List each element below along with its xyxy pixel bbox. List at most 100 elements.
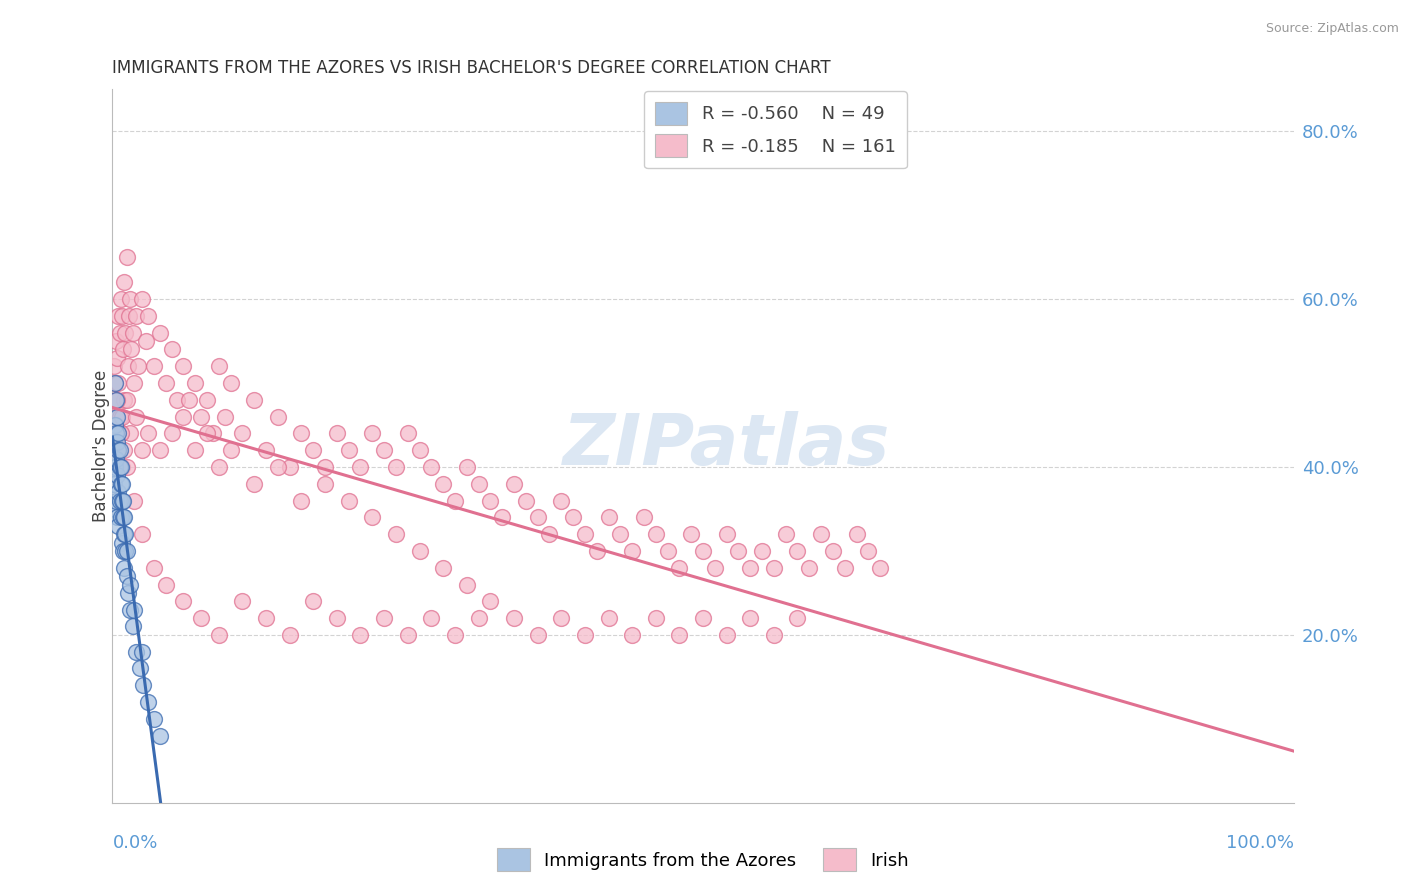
Point <box>444 493 467 508</box>
Point <box>869 560 891 574</box>
Point <box>562 510 585 524</box>
Point <box>491 510 513 524</box>
Point <box>657 544 679 558</box>
Point <box>108 493 131 508</box>
Point <box>373 611 395 625</box>
Point <box>105 493 128 508</box>
Point <box>172 359 194 374</box>
Point <box>105 434 128 449</box>
Point <box>740 611 762 625</box>
Point <box>115 569 138 583</box>
Point <box>538 527 561 541</box>
Point <box>179 392 201 407</box>
Point <box>114 527 136 541</box>
Point <box>120 426 142 441</box>
Point <box>127 359 149 374</box>
Point <box>110 460 132 475</box>
Text: 0.0%: 0.0% <box>112 834 157 852</box>
Point <box>254 443 277 458</box>
Point <box>104 460 127 475</box>
Point <box>122 493 145 508</box>
Point <box>118 309 141 323</box>
Point <box>120 577 142 591</box>
Point <box>105 409 128 424</box>
Point <box>111 409 134 424</box>
Point <box>142 712 165 726</box>
Point <box>108 409 131 424</box>
Point <box>314 460 336 475</box>
Point <box>337 493 360 508</box>
Point <box>160 426 183 441</box>
Point <box>681 527 703 541</box>
Point <box>115 250 138 264</box>
Point <box>420 460 443 475</box>
Legend: Immigrants from the Azores, Irish: Immigrants from the Azores, Irish <box>489 841 917 879</box>
Point <box>107 376 129 390</box>
Point <box>105 334 128 348</box>
Point <box>112 560 135 574</box>
Point <box>195 392 218 407</box>
Point <box>231 426 253 441</box>
Point <box>361 510 384 524</box>
Point <box>786 544 808 558</box>
Point <box>112 510 135 524</box>
Point <box>108 443 131 458</box>
Y-axis label: Bachelor's Degree: Bachelor's Degree <box>93 370 110 522</box>
Point <box>108 326 131 340</box>
Point <box>385 527 408 541</box>
Point <box>786 611 808 625</box>
Point <box>108 460 131 475</box>
Point <box>190 611 212 625</box>
Point <box>408 544 430 558</box>
Point <box>132 678 155 692</box>
Point <box>574 527 596 541</box>
Point <box>111 535 134 549</box>
Point <box>114 326 136 340</box>
Point <box>131 443 153 458</box>
Point <box>112 443 135 458</box>
Point <box>103 434 125 449</box>
Point <box>107 443 129 458</box>
Point <box>243 392 266 407</box>
Point <box>121 326 143 340</box>
Point <box>208 460 231 475</box>
Point <box>142 359 165 374</box>
Point <box>503 476 526 491</box>
Point <box>692 611 714 625</box>
Text: Source: ZipAtlas.com: Source: ZipAtlas.com <box>1265 22 1399 36</box>
Point <box>172 594 194 608</box>
Point <box>110 426 132 441</box>
Point <box>243 476 266 491</box>
Point <box>166 392 188 407</box>
Point <box>112 544 135 558</box>
Point <box>703 560 725 574</box>
Point <box>349 460 371 475</box>
Point <box>160 343 183 357</box>
Point <box>326 426 349 441</box>
Point <box>644 611 666 625</box>
Point <box>107 518 129 533</box>
Point <box>105 351 128 365</box>
Point <box>107 426 129 441</box>
Point <box>131 292 153 306</box>
Point <box>598 611 620 625</box>
Point <box>290 426 312 441</box>
Point <box>609 527 631 541</box>
Point <box>125 309 148 323</box>
Point <box>408 443 430 458</box>
Point <box>135 334 157 348</box>
Point <box>105 417 128 432</box>
Point <box>184 376 207 390</box>
Point <box>214 409 236 424</box>
Point <box>444 628 467 642</box>
Point <box>302 443 325 458</box>
Point <box>105 426 128 441</box>
Point <box>104 409 127 424</box>
Point <box>219 443 242 458</box>
Point <box>110 510 132 524</box>
Point <box>799 560 821 574</box>
Point <box>115 392 138 407</box>
Point <box>467 611 489 625</box>
Point <box>136 426 159 441</box>
Point <box>110 476 132 491</box>
